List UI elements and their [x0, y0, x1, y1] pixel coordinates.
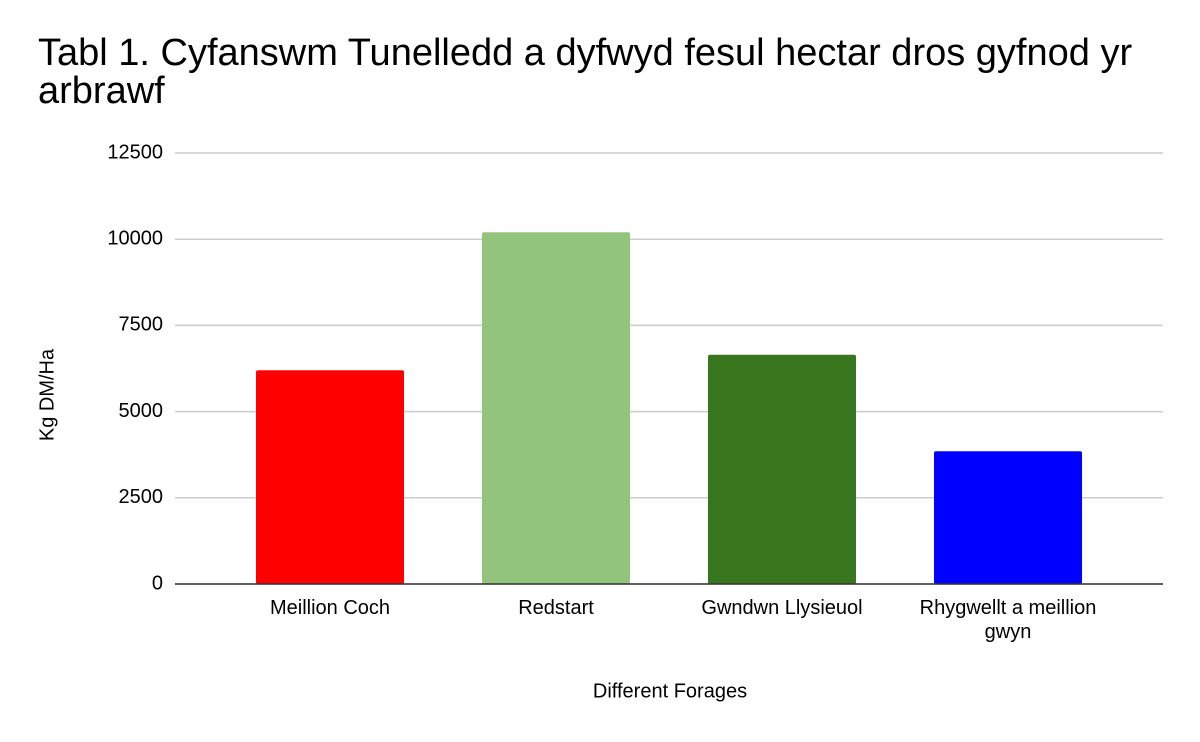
y-tick-label: 0: [152, 572, 163, 594]
chart-title: Tabl 1. Cyfanswm Tunelledd a dyfwyd fesu…: [38, 32, 1133, 112]
y-tick-label: 7500: [119, 314, 164, 336]
bar: [256, 370, 404, 584]
y-axis-label: Kg DM/Ha: [36, 348, 58, 441]
x-tick-label: Rhygwellt a meillion gwyn: [919, 597, 1097, 643]
x-tick-label: Meillion Coch: [269, 597, 391, 619]
y-tick-label: 5000: [119, 400, 164, 422]
bar: [482, 232, 630, 584]
bar: [934, 451, 1082, 584]
y-tick-label: 12500: [107, 141, 163, 163]
x-tick-label: Redstart: [518, 597, 594, 619]
y-tick-label: 10000: [107, 227, 163, 249]
bar: [708, 354, 856, 584]
y-tick-label: 2500: [119, 486, 164, 508]
x-tick-label: Gwndwn Llysieuol: [701, 597, 863, 619]
x-axis-label: Different Forages: [593, 680, 747, 702]
